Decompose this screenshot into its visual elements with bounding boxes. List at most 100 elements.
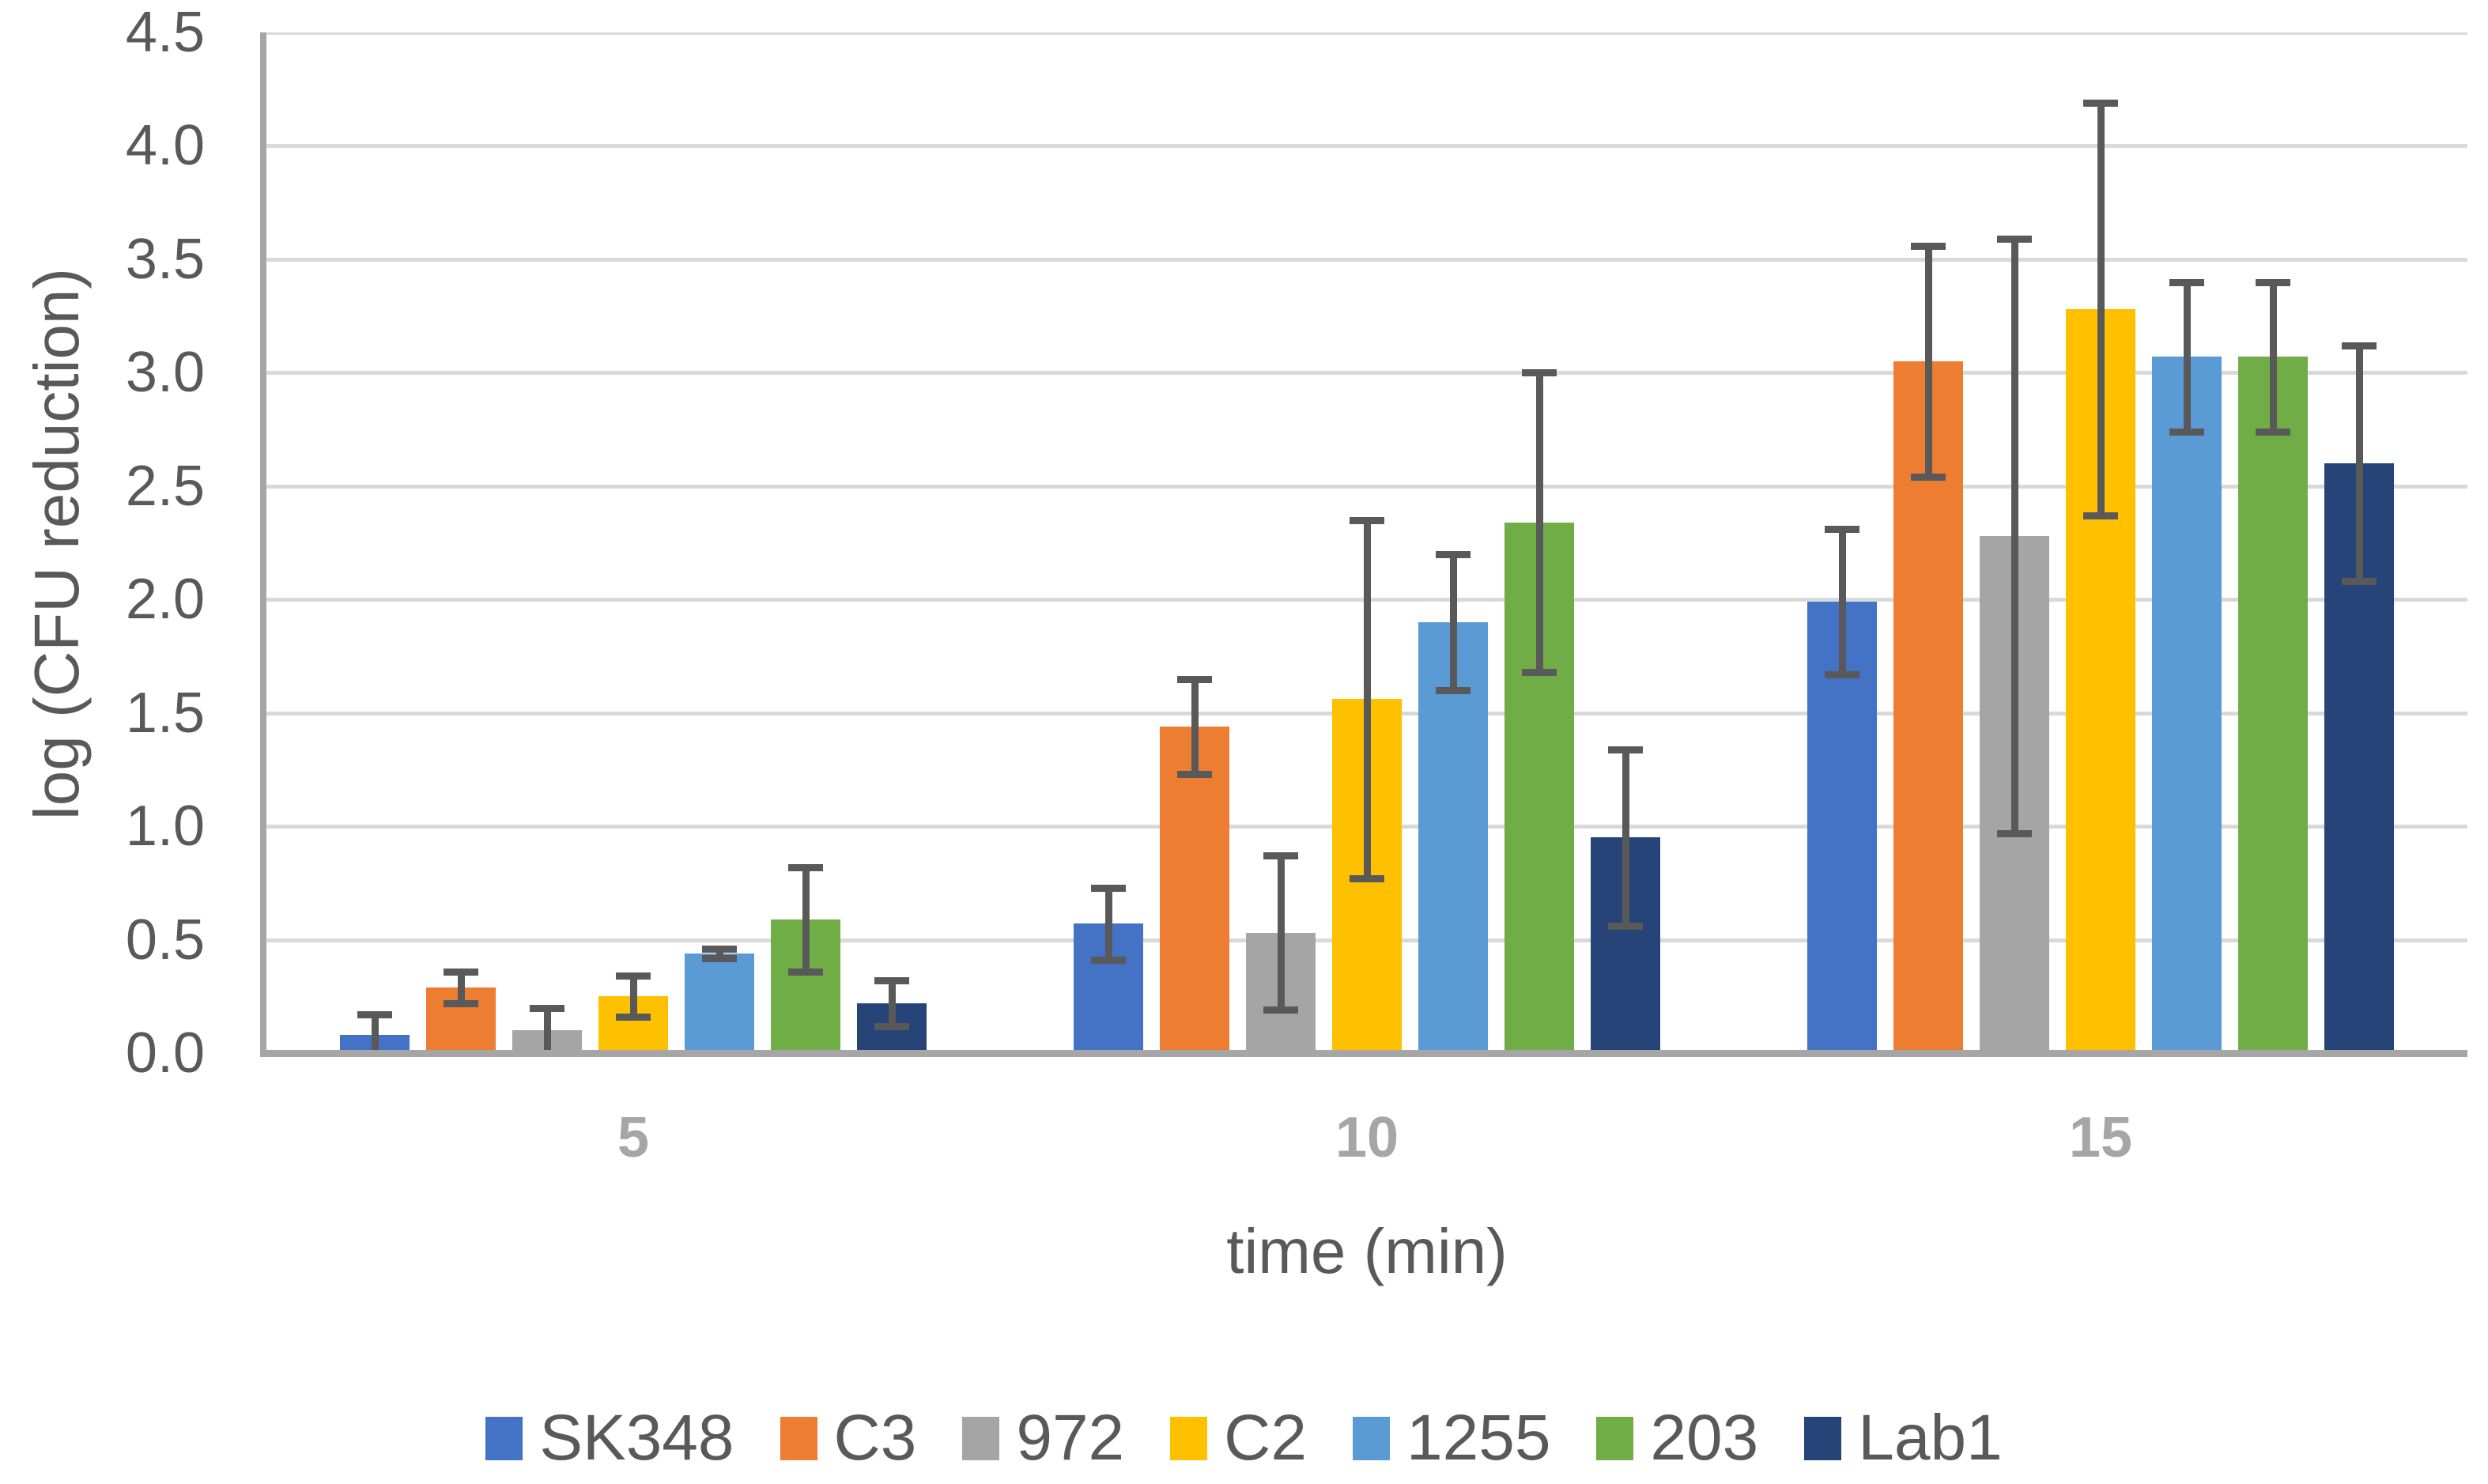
x-tick-label-15: 15 xyxy=(2068,1106,2133,1169)
error-bar-1255-5min xyxy=(715,949,723,958)
error-bar-SK348-5min xyxy=(371,1014,379,1053)
y-tick-label-4.5: 4.5 xyxy=(125,1,205,64)
y-tick-label-0.5: 0.5 xyxy=(125,908,205,972)
x-tick-label-5: 5 xyxy=(617,1106,650,1169)
legend-swatch-203 xyxy=(1596,1416,1634,1460)
error-cap-bottom-SK348-15min xyxy=(1825,670,1859,678)
error-cap-bottom-Lab1-15min xyxy=(2342,578,2377,586)
y-tick-label-3.5: 3.5 xyxy=(125,227,205,291)
error-cap-top-972-15min xyxy=(1997,236,2032,244)
error-cap-bottom-1255-5min xyxy=(702,954,737,962)
error-cap-bottom-C3-10min xyxy=(1177,771,1212,779)
error-bar-C2-5min xyxy=(629,976,637,1018)
legend-label-1255: 1255 xyxy=(1406,1402,1551,1474)
legend-label-203: 203 xyxy=(1650,1402,1759,1474)
legend-item-C2: C2 xyxy=(1170,1401,1307,1475)
error-cap-top-1255-10min xyxy=(1436,550,1471,558)
gridline xyxy=(266,371,2467,376)
error-bar-SK348-15min xyxy=(1838,529,1846,674)
error-bar-203-10min xyxy=(1535,372,1543,673)
legend-label-Lab1: Lab1 xyxy=(1858,1402,2003,1474)
error-cap-top-Lab1-15min xyxy=(2342,342,2377,349)
gridline xyxy=(266,32,2467,35)
legend-swatch-1255 xyxy=(1353,1416,1390,1460)
legend-swatch-C2 xyxy=(1170,1416,1208,1460)
error-cap-bottom-972-15min xyxy=(1997,829,2032,837)
legend-label-C2: C2 xyxy=(1224,1402,1307,1474)
legend-label-C3: C3 xyxy=(833,1402,917,1474)
gridline xyxy=(266,257,2467,262)
legend-label-SK348: SK348 xyxy=(539,1402,734,1474)
y-tick-label-0.0: 0.0 xyxy=(125,1021,205,1085)
error-bar-C3-10min xyxy=(1191,678,1199,775)
error-bar-1255-10min xyxy=(1449,553,1457,690)
legend-item-Lab1: Lab1 xyxy=(1804,1401,2003,1475)
error-cap-top-C2-15min xyxy=(2083,99,2118,107)
y-tick-label-1.0: 1.0 xyxy=(125,795,205,859)
y-tick-label-2.0: 2.0 xyxy=(125,568,205,632)
error-bar-203-15min xyxy=(2269,281,2277,432)
error-cap-top-203-10min xyxy=(1522,369,1557,377)
error-bar-972-15min xyxy=(2010,239,2018,833)
x-axis-line xyxy=(260,1050,2467,1057)
error-cap-top-972-10min xyxy=(1263,852,1298,860)
error-cap-top-1255-5min xyxy=(702,946,737,953)
error-cap-bottom-203-5min xyxy=(788,968,823,976)
error-cap-bottom-1255-15min xyxy=(2169,428,2204,436)
error-cap-top-SK348-15min xyxy=(1825,526,1859,534)
error-bar-Lab1-15min xyxy=(2355,345,2363,582)
y-tick-label-3.0: 3.0 xyxy=(125,341,205,405)
error-cap-top-C3-15min xyxy=(1911,242,1946,250)
error-cap-bottom-C3-15min xyxy=(1911,474,1946,481)
x-tick-label-10: 10 xyxy=(1335,1106,1399,1169)
legend-item-C3: C3 xyxy=(780,1401,917,1475)
error-cap-top-SK348-5min xyxy=(357,1011,392,1019)
legend-item-SK348: SK348 xyxy=(485,1401,734,1475)
error-cap-top-C3-5min xyxy=(444,968,478,976)
error-cap-bottom-C2-15min xyxy=(2083,512,2118,520)
legend-item-203: 203 xyxy=(1596,1401,1758,1475)
error-cap-top-Lab1-10min xyxy=(1608,746,1643,753)
error-cap-top-C2-10min xyxy=(1350,516,1384,524)
y-axis-line xyxy=(260,32,266,1056)
error-cap-top-203-15min xyxy=(2256,278,2290,286)
legend: SK348 C3 972 C2 1255 203 Lab1 xyxy=(0,1401,2488,1475)
error-cap-bottom-Lab1-10min xyxy=(1608,923,1643,931)
legend-swatch-972 xyxy=(962,1416,1000,1460)
legend-label-972: 972 xyxy=(1016,1402,1125,1474)
error-bar-972-10min xyxy=(1277,855,1285,1010)
error-bar-C3-15min xyxy=(1924,245,1932,478)
error-cap-bottom-203-15min xyxy=(2256,428,2290,436)
plot-area xyxy=(266,32,2467,1053)
error-cap-top-Lab1-5min xyxy=(874,977,909,985)
legend-item-972: 972 xyxy=(962,1401,1124,1475)
gridline xyxy=(266,144,2467,149)
y-tick-label-4.0: 4.0 xyxy=(125,114,205,178)
error-bar-Lab1-10min xyxy=(1622,749,1629,927)
error-cap-top-203-5min xyxy=(788,863,823,871)
legend-swatch-C3 xyxy=(780,1416,817,1460)
error-cap-bottom-Lab1-5min xyxy=(874,1022,909,1030)
error-bar-C2-10min xyxy=(1363,519,1371,879)
error-cap-bottom-1255-10min xyxy=(1436,686,1471,694)
error-cap-bottom-C2-5min xyxy=(616,1014,651,1021)
bar-C3-10min xyxy=(1160,726,1229,1053)
bar-1255-15min xyxy=(2152,357,2222,1053)
error-bar-1255-15min xyxy=(2183,281,2191,432)
error-cap-top-SK348-10min xyxy=(1091,884,1126,892)
error-cap-bottom-SK348-10min xyxy=(1091,957,1126,965)
error-bar-C3-5min xyxy=(457,971,465,1003)
bar-1255-5min xyxy=(685,953,754,1053)
y-tick-label-2.5: 2.5 xyxy=(125,454,205,518)
error-cap-bottom-C2-10min xyxy=(1350,875,1384,883)
legend-swatch-Lab1 xyxy=(1804,1416,1842,1460)
error-cap-top-C2-5min xyxy=(616,972,651,980)
error-bar-C2-15min xyxy=(2097,102,2105,516)
error-cap-bottom-972-10min xyxy=(1263,1006,1298,1014)
error-cap-top-1255-15min xyxy=(2169,278,2204,286)
error-bar-972-5min xyxy=(543,1007,551,1053)
x-axis-title: time (min) xyxy=(1226,1216,1508,1286)
legend-item-1255: 1255 xyxy=(1353,1401,1550,1475)
bar-203-15min xyxy=(2238,357,2308,1053)
